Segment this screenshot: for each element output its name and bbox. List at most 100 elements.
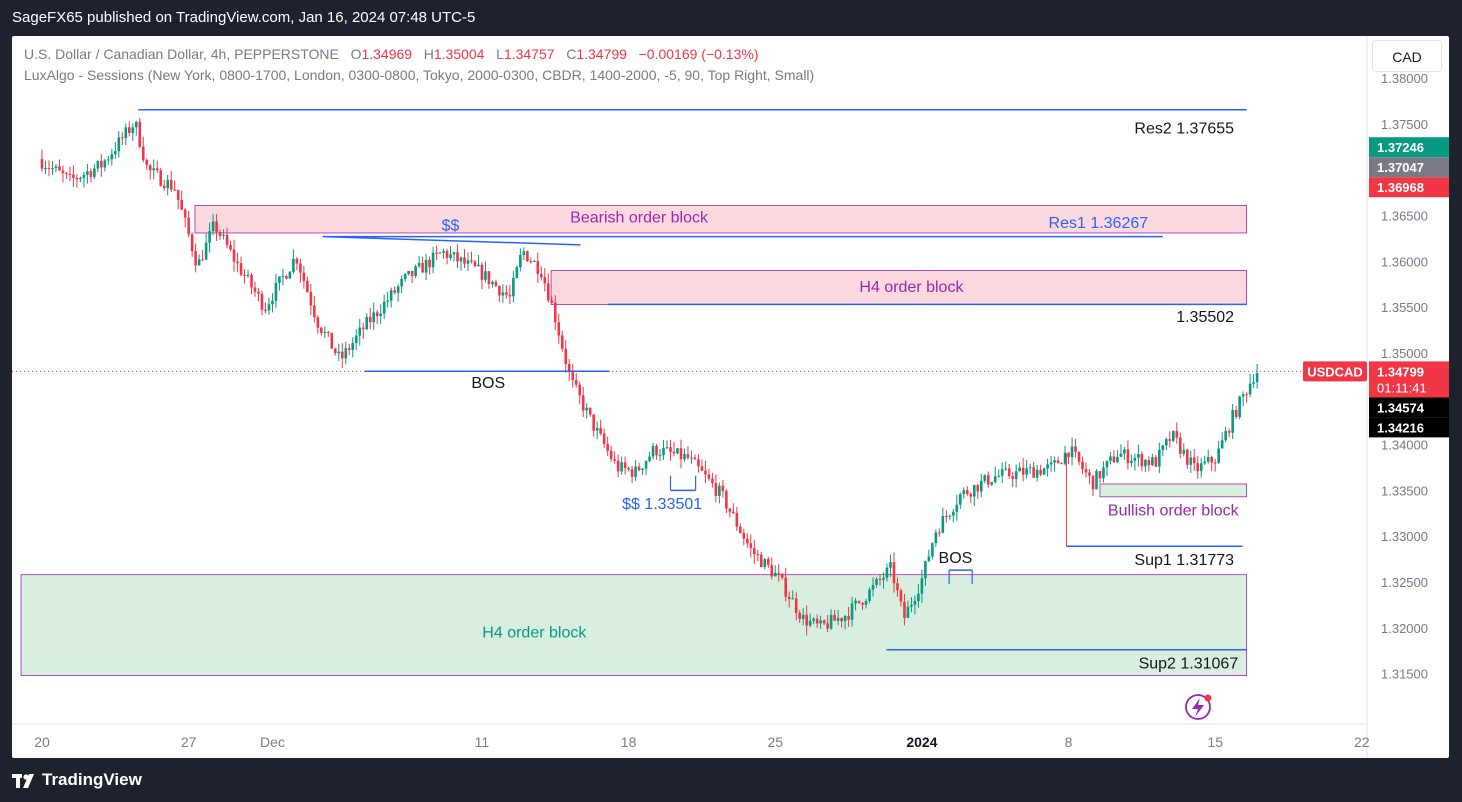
candle-body (613, 459, 616, 461)
price-tag-value: 1.34799 (1377, 364, 1424, 379)
candle-body (58, 166, 61, 171)
price-tag-value: 1.37047 (1377, 160, 1424, 175)
candle (739, 523, 742, 534)
candle (229, 240, 232, 252)
candle-body (861, 602, 864, 605)
candle-body (1241, 394, 1245, 397)
candle-body (892, 562, 896, 584)
candle-body (766, 559, 770, 566)
candle (868, 587, 871, 604)
candle (1028, 463, 1032, 474)
candle-body (456, 252, 459, 262)
candle (588, 407, 592, 417)
candle-body (588, 407, 592, 415)
candle (162, 179, 166, 191)
candle-body (529, 261, 533, 263)
candle-body (1067, 452, 1070, 458)
candle (550, 296, 554, 304)
candle (302, 265, 306, 289)
candle-body (375, 312, 379, 317)
candle (445, 248, 449, 265)
candle (1154, 454, 1158, 468)
candle (1192, 448, 1196, 471)
candle (780, 573, 784, 580)
candle-body (655, 445, 658, 456)
candle-body (794, 598, 798, 613)
candle (246, 269, 250, 278)
candle (1199, 458, 1203, 478)
candle-body (428, 259, 431, 268)
candle (819, 615, 822, 629)
candle (641, 468, 644, 475)
candle-body (644, 461, 648, 469)
candle-body (623, 462, 627, 469)
candle-body (110, 154, 114, 160)
candle (1158, 442, 1161, 474)
candle (959, 492, 962, 509)
candle (393, 286, 396, 295)
candle (903, 593, 906, 626)
candle (68, 166, 72, 182)
candle-body (44, 168, 47, 170)
bullish-order-block-zone (1099, 483, 1248, 498)
candle-body (864, 600, 868, 605)
candle (714, 474, 718, 503)
price-tag: 1.37246 (1369, 137, 1449, 158)
candle (805, 605, 808, 636)
indicator-legend[interactable]: LuxAlgo - Sessions (New York, 0800-1700,… (24, 67, 815, 83)
candle-body (519, 254, 522, 268)
candle-body (808, 620, 812, 626)
chart-panel[interactable]: Bearish order block H4 order block H4 orde… (12, 36, 1449, 758)
candle (770, 557, 774, 580)
candle-body (138, 121, 142, 147)
candle (1245, 391, 1248, 403)
candle (347, 344, 351, 355)
candle (323, 326, 327, 338)
candle (917, 584, 920, 608)
candle (857, 600, 861, 604)
candle (183, 207, 187, 228)
candle-body (1126, 449, 1130, 464)
candle (773, 565, 777, 577)
candle-body (347, 348, 351, 350)
symbol-title[interactable]: U.S. Dollar / Canadian Dollar, 4h, PEPPE… (24, 46, 339, 62)
open-label: O (350, 46, 362, 62)
candle-body (309, 292, 313, 306)
candle-body (630, 469, 634, 477)
currency-button[interactable]: CAD (1372, 40, 1442, 72)
candle (54, 163, 58, 172)
candle (627, 466, 630, 472)
candle-body (306, 280, 309, 293)
candle (354, 329, 358, 351)
candle-body (1098, 471, 1102, 479)
candle-body (470, 260, 473, 262)
candle-body (641, 468, 644, 471)
candle (1088, 469, 1091, 485)
candle-body (1007, 468, 1011, 477)
candle-body (540, 274, 543, 278)
candle (477, 255, 480, 267)
candle-body (267, 304, 271, 311)
candle (40, 149, 44, 172)
alert-flash-icon[interactable] (1185, 694, 1212, 720)
candle-body (910, 604, 913, 607)
candle-body (501, 292, 505, 296)
candle-body (1102, 467, 1105, 479)
x-tick-label: 18 (621, 734, 637, 750)
candle-body (840, 618, 843, 622)
candle-body (274, 282, 278, 301)
symbol-legend[interactable]: U.S. Dollar / Canadian Dollar, 4h, PEPPE… (24, 46, 759, 62)
candle (155, 160, 159, 174)
candle-body (1199, 463, 1203, 472)
candle-body (449, 254, 452, 259)
candle (515, 265, 519, 279)
bos-lower-label: BOS (939, 550, 973, 567)
price-chart[interactable]: Bearish order block H4 order block H4 orde… (12, 36, 1449, 758)
candle (316, 315, 320, 334)
candle-body (201, 259, 204, 261)
price-tag: 1.37047 (1369, 157, 1449, 178)
candle-body (679, 448, 683, 460)
candle (519, 248, 522, 272)
candle (808, 613, 812, 628)
candle-body (1133, 457, 1137, 461)
